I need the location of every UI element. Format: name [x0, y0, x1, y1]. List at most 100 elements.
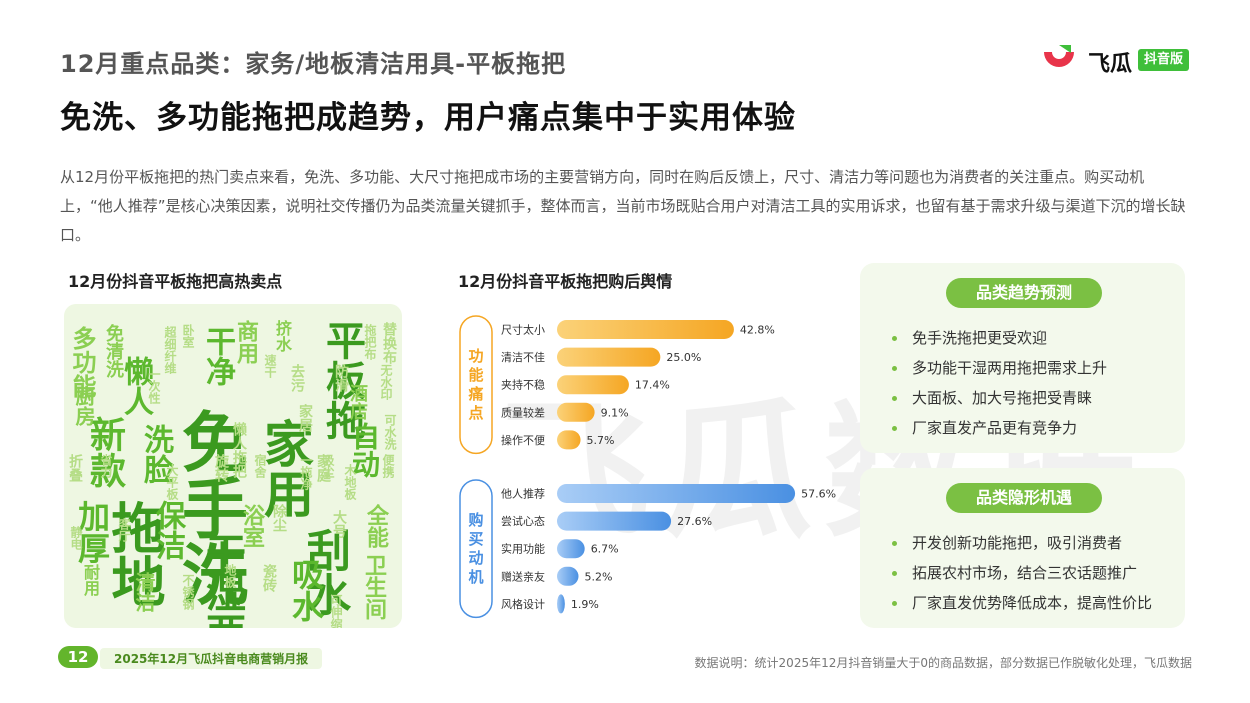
- bar-category-label: 他人推荐: [501, 487, 545, 501]
- bar-value-label: 57.6%: [801, 488, 836, 501]
- cloud-word: 除尘: [271, 504, 287, 532]
- bar-category-label: 尝试心态: [501, 515, 545, 528]
- sentiment-bar-chart: 功能痛点 尺寸太小 42.8% 清洁不佳 25.0% 夹持不稳 17.4% 质量较差 9.1% 操…: [459, 315, 836, 619]
- bar-category-label: 尺寸太小: [501, 323, 545, 337]
- cloud-word: 卧室: [181, 324, 195, 348]
- bar-category-label: 操作不便: [501, 433, 545, 447]
- bar-value-label: 42.8%: [740, 324, 775, 337]
- cloud-word: 木地板: [343, 464, 357, 500]
- bar-category-label: 清洁不佳: [501, 350, 545, 364]
- bar-category-label: 实用功能: [501, 542, 545, 556]
- cloud-word: 替换布: [381, 322, 397, 364]
- cloud-word: 吸尘: [321, 454, 335, 478]
- cloud-word: 拖把布: [363, 324, 377, 360]
- cloud-word: 挤水: [273, 320, 292, 352]
- cloud-word: 平板拖: [319, 320, 365, 440]
- bar: [557, 320, 734, 339]
- cloud-word: 家居: [297, 404, 313, 432]
- cloud-word: 清洁: [132, 572, 156, 612]
- brand-tag: 抖音版: [1138, 49, 1190, 71]
- cloud-word: 瓷砖: [261, 564, 277, 592]
- brand-name: 飞瓜: [1088, 52, 1133, 77]
- bar: [557, 347, 661, 367]
- trend-item: 多功能干湿两用拖把需求上升: [892, 353, 1107, 383]
- cloud-word: 免清洗: [103, 324, 124, 378]
- cloud-word: 超细纤维: [163, 326, 177, 374]
- melon-logo-icon: [1044, 45, 1074, 67]
- cloud-word: 去污: [289, 364, 305, 392]
- cloud-word: 可伸缩: [329, 594, 343, 628]
- group-label: 购买动机: [468, 511, 483, 586]
- cloud-word: 新款: [84, 416, 125, 488]
- page-title: 免洗、多功能拖把成趋势，用户痛点集中于实用体验: [60, 100, 796, 136]
- cloud-word: 耐用: [81, 564, 100, 596]
- bar-value-label: 5.7%: [587, 434, 615, 447]
- bar: [557, 402, 595, 422]
- cloud-word: 懒人: [118, 356, 153, 416]
- bar-value-label: 1.9%: [571, 598, 599, 611]
- cloud-word: 大平板: [165, 464, 179, 500]
- opportunity-panel-title: 品类隐形机遇: [946, 483, 1102, 513]
- bar: [557, 484, 796, 503]
- cloud-word: 一次性: [147, 368, 161, 404]
- opportunity-panel: 品类隐形机遇 开发创新功能拖把，吸引消费者 拓展农村市场，结合三农话题推广 厂家…: [860, 468, 1185, 628]
- cloud-word: 家庭: [315, 454, 331, 482]
- cloud-word: 浴室: [239, 504, 264, 548]
- trend-item: 免手洗拖把更受欢迎: [892, 323, 1107, 353]
- brand-logo: [1041, 44, 1191, 76]
- group-label-capsule: [459, 315, 493, 455]
- page-kicker: 12月重点品类：家务/地板清洁用具-平板拖把: [60, 50, 567, 78]
- cloud-word: 吸水: [287, 558, 325, 622]
- cloud-word: 干净: [200, 326, 235, 386]
- trend-item: 大面板、加大号拖把受青睐: [892, 383, 1107, 413]
- bar-category-label: 赠送亲友: [501, 569, 545, 583]
- cloud-word: 干湿两用: [199, 532, 245, 628]
- bar-value-label: 6.7%: [591, 543, 619, 556]
- cloud-word: 全能: [363, 504, 388, 548]
- bar: [557, 566, 579, 586]
- cloud-word: 折叠: [67, 454, 83, 482]
- cloud-word: 洗脸: [138, 424, 173, 484]
- report-name: 2025年12月飞瓜抖音电商营销月报: [100, 648, 323, 669]
- bar: [557, 539, 585, 559]
- chart-title: 12月份抖音平板拖把购后舆情: [458, 272, 673, 291]
- cloud-word: 自动: [348, 422, 381, 478]
- bar-value-label: 9.1%: [601, 406, 629, 419]
- group-label-capsule: [459, 479, 493, 619]
- cloud-word: 卫生间: [361, 554, 386, 620]
- group-label: 功能痛点: [467, 347, 483, 422]
- cloud-word: 速干: [263, 354, 277, 378]
- opportunity-item: 拓展农村市场，结合三农话题推广: [892, 558, 1152, 588]
- cloud-word: 免手洗: [171, 408, 248, 606]
- bar-value-label: 25.0%: [666, 351, 701, 364]
- cloud-word: 可水洗: [383, 414, 397, 450]
- cloud-word: 便携: [381, 454, 395, 478]
- trend-panel-title: 品类趋势预测: [946, 278, 1102, 308]
- cloud-word: 酒店: [347, 384, 368, 420]
- cloud-word: 无水印: [379, 364, 393, 400]
- cloud-word: 厨房: [72, 386, 96, 426]
- cloud-word: 拖地: [102, 500, 165, 608]
- cloud-word: 一拖净: [299, 454, 313, 490]
- bar-category-label: 质量较差: [501, 405, 545, 419]
- bar-value-label: 27.6%: [677, 515, 712, 528]
- wordcloud-title: 12月份抖音平板拖把高热卖点: [68, 272, 283, 291]
- cloud-word: 大号: [331, 510, 347, 538]
- opportunity-item: 厂家直发优势降低成本，提高性价比: [892, 588, 1152, 618]
- bar: [557, 430, 581, 450]
- trend-panel: 品类趋势预测 免手洗拖把更受欢迎 多功能干湿两用拖把需求上升 大面板、加大号拖把…: [860, 263, 1185, 453]
- cloud-word: 客厅: [117, 518, 131, 542]
- cloud-word: 多功能: [68, 326, 96, 398]
- cloud-word: 省力: [99, 454, 113, 478]
- bar-value-label: 5.2%: [584, 570, 612, 583]
- word-cloud: 免手洗 拖地 家用 平板拖 刮水 懒人 新款 多功能 干湿两用 吸水 加厚 洗脸 干净 自动 保洁 清洁 全能卫…: [64, 304, 402, 628]
- opportunity-item: 开发创新功能拖把，吸引消费者: [892, 528, 1152, 558]
- cloud-word: 不锈钢: [181, 574, 195, 610]
- cloud-word: 静电: [69, 526, 83, 550]
- cloud-word: 宿舍: [253, 454, 267, 478]
- trend-item: 厂家直发产品更有竞争力: [892, 413, 1107, 443]
- bar-category-label: 风格设计: [501, 597, 545, 611]
- cloud-word: 加厚: [73, 500, 111, 564]
- bar: [557, 511, 672, 531]
- cloud-word: 保洁: [150, 500, 185, 560]
